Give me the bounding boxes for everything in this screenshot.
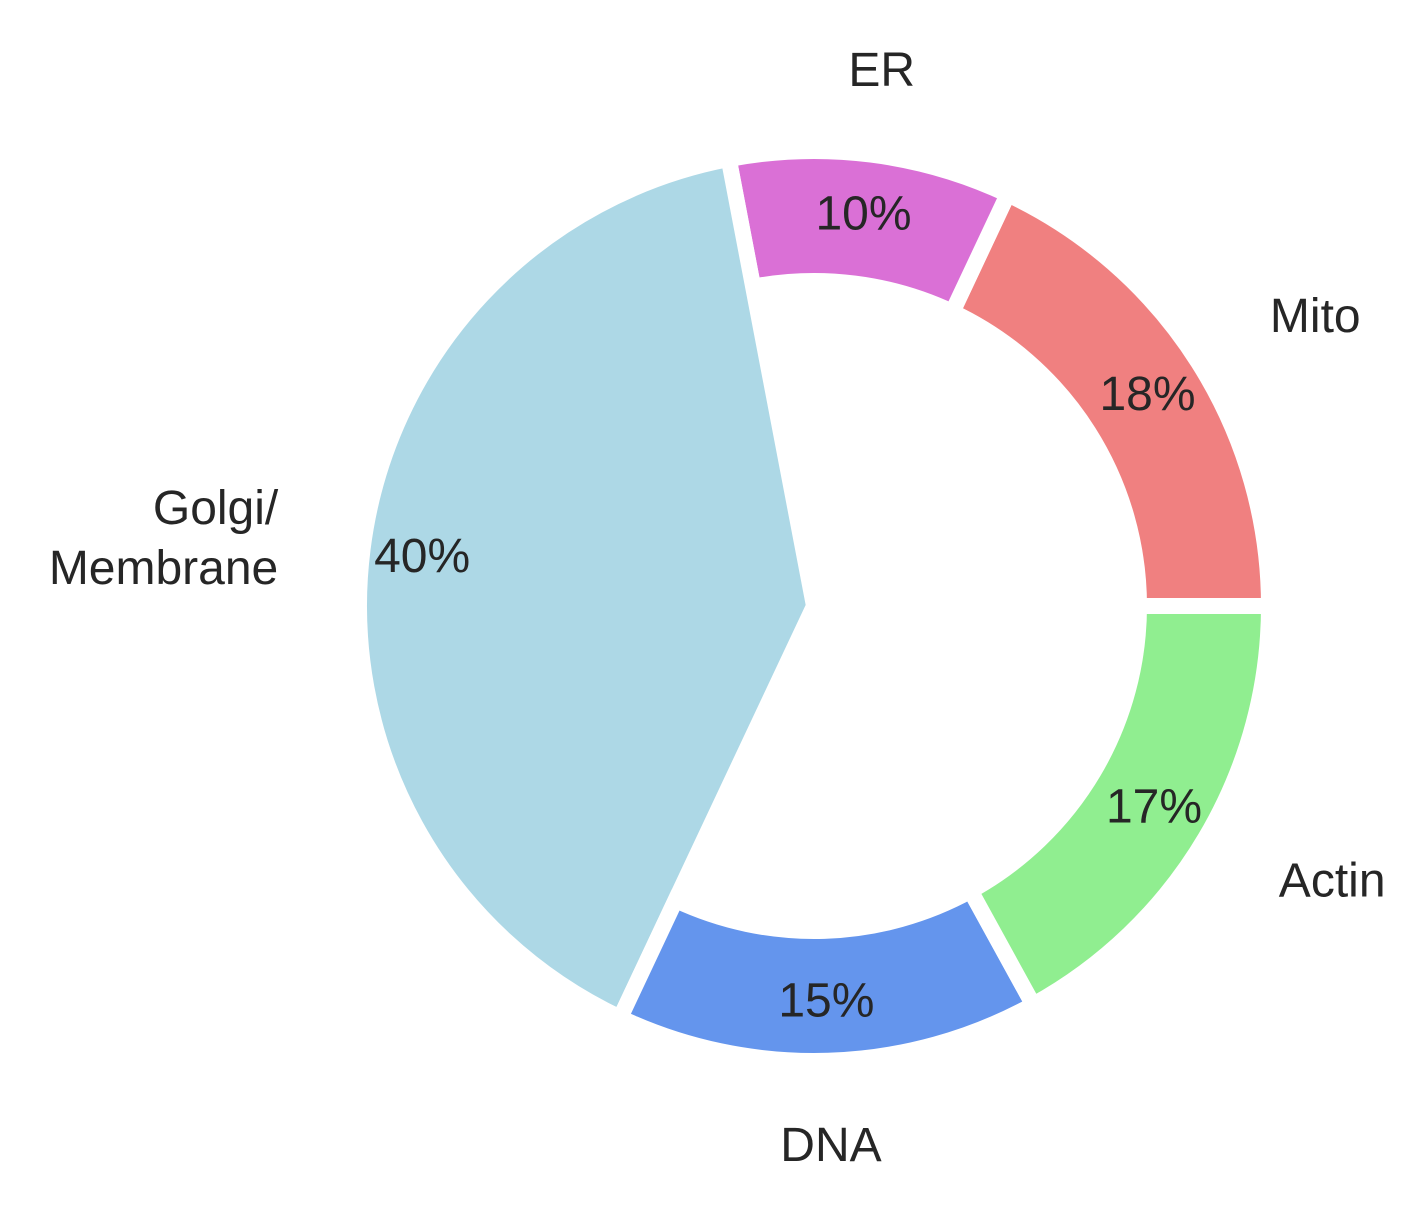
pct-label-mito: 18% — [1099, 368, 1195, 421]
wedge-actin — [959, 598, 1278, 1016]
label-group: 18% Mito 10% ER 40% Golgi/Membrane 15% DNA 17% Ac… — [49, 44, 1386, 1172]
wedge-group — [351, 143, 1278, 1069]
pct-label-golgi-membrane: 40% — [374, 530, 470, 583]
pct-label-actin: 17% — [1106, 781, 1202, 834]
wedge-golgi-membrane — [351, 149, 823, 1029]
category-label-actin: Actin — [1279, 854, 1386, 907]
category-label-mito: Mito — [1270, 290, 1361, 343]
category-label-er: ER — [848, 44, 915, 97]
category-label-dna: DNA — [780, 1119, 881, 1172]
category-label-golgi-membrane: Golgi/Membrane — [49, 482, 279, 595]
pct-label-er: 10% — [815, 188, 911, 241]
pct-label-dna: 15% — [778, 974, 874, 1027]
